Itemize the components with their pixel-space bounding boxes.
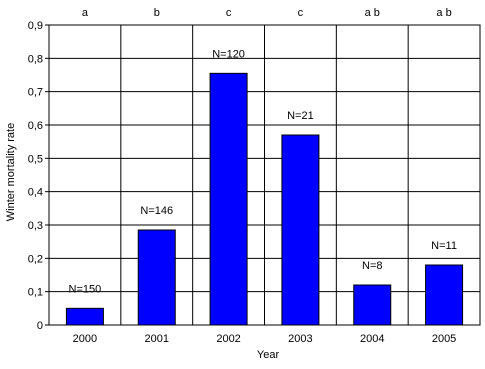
y-tick-label: 0,5: [28, 153, 43, 165]
group-letter: a: [82, 7, 89, 19]
axes: [45, 24, 481, 326]
group-letter: c: [298, 7, 304, 19]
x-tick-label: 2002: [216, 333, 240, 345]
grid: [49, 24, 480, 325]
bar-2001: [137, 229, 176, 326]
group-letter: b: [154, 7, 160, 19]
n-label: N=150: [69, 283, 102, 295]
bar-2000: [65, 307, 104, 326]
x-tick-label: 2000: [73, 333, 97, 345]
y-tick-label: 0,9: [28, 20, 43, 32]
group-letter: a b: [365, 7, 380, 19]
bar-2005: [425, 264, 464, 326]
n-label: N=120: [212, 48, 245, 60]
group-letter: a b: [436, 7, 451, 19]
bar-2003: [281, 134, 320, 326]
n-label: N=8: [362, 260, 383, 272]
n-label: N=146: [140, 205, 173, 217]
plot-frame: [48, 24, 481, 326]
labels: 0 0,1 0,2 0,3 0,4 0,5 0,6 0,7 0,8 0,9 2000 N=150 a 20…: [28, 7, 457, 345]
y-tick-label: 0,4: [28, 187, 43, 199]
bar-2004: [353, 284, 392, 326]
y-axis-title: Winter mortality rate: [5, 123, 17, 221]
x-axis-title: Year: [257, 349, 280, 361]
x-tick-label: 2003: [288, 333, 312, 345]
n-label: N=21: [287, 110, 314, 122]
x-tick-label: 2004: [360, 333, 384, 345]
n-label: N=11: [431, 240, 457, 252]
y-tick-label: 0,8: [28, 53, 43, 65]
x-tick-label: 2001: [145, 333, 169, 345]
y-tick-label: 0: [37, 320, 43, 332]
y-tick-label: 0,3: [28, 220, 43, 232]
group-letter: c: [226, 7, 232, 19]
y-tick-label: 0,6: [28, 120, 43, 132]
x-tick-label: 2005: [432, 333, 456, 345]
y-tick-label: 0,7: [28, 87, 43, 99]
bar-2002: [209, 72, 248, 326]
y-tick-label: 0,1: [28, 287, 43, 299]
y-tick-label: 0,2: [28, 253, 43, 265]
bars: [65, 72, 464, 326]
